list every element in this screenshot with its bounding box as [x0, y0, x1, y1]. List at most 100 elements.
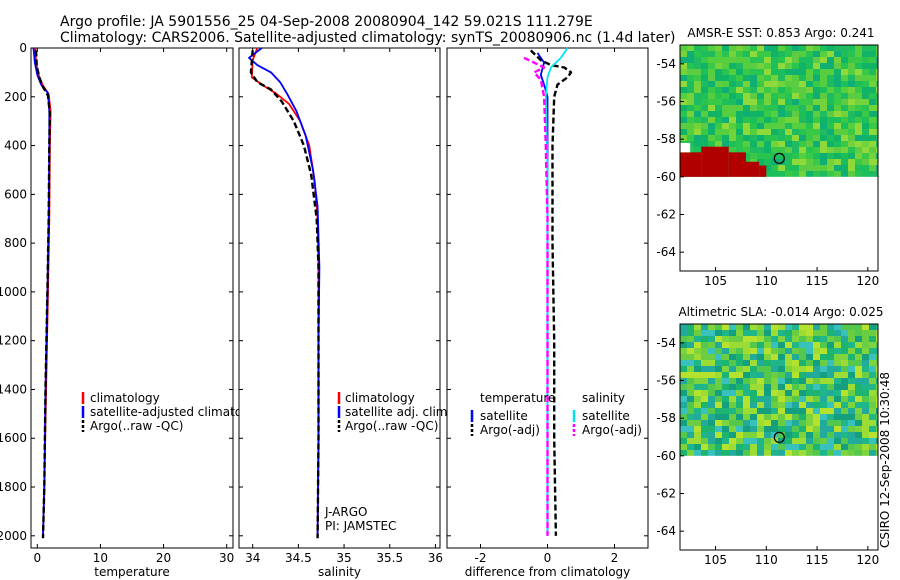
sst-map-cell — [722, 75, 729, 81]
land-flag-block — [759, 165, 767, 177]
sst-map-cell — [771, 159, 778, 165]
sla-map-cell — [687, 336, 694, 342]
sst-map-cell — [771, 93, 778, 99]
sst-map-cell — [841, 159, 848, 165]
sst-map-cell — [799, 165, 806, 171]
sst-map-cell — [750, 105, 757, 111]
sst-map-cell — [736, 111, 743, 117]
sst-lon-tick-label: 120 — [856, 274, 879, 288]
sst-map-cell — [841, 63, 848, 69]
sla-map-cell — [736, 336, 743, 342]
sla-map-cell — [715, 444, 722, 450]
sst-map-cell — [841, 147, 848, 153]
float-pi-label: PI: JAMSTEC — [325, 519, 396, 533]
sla-map-cell — [792, 378, 799, 384]
sst-land-mask — [680, 142, 767, 177]
sla-map-cell — [848, 432, 855, 438]
sst-map-cell — [729, 93, 736, 99]
sla-map-cell — [855, 450, 862, 456]
sla-map-cell — [827, 438, 834, 444]
sla-map-cell — [764, 450, 771, 456]
sla-map-cell — [708, 390, 715, 396]
sla-map-cell — [757, 414, 764, 420]
sla-map-cell — [813, 378, 820, 384]
sla-map-cell — [834, 408, 841, 414]
sla-lon-tick-label: 120 — [856, 553, 879, 567]
sla-map-cell — [680, 420, 687, 426]
sla-map-cell — [708, 420, 715, 426]
sla-map-cell — [680, 360, 687, 366]
sst-map-cell — [799, 81, 806, 87]
sst-map-cell — [729, 99, 736, 105]
sla-map-cell — [715, 414, 722, 420]
sla-map-cell — [680, 324, 687, 330]
sst-map-cell — [862, 165, 869, 171]
sst-map-cell — [736, 123, 743, 129]
sla-map-cell — [757, 432, 764, 438]
sst-map-cell — [785, 165, 792, 171]
sst-map-cell — [827, 99, 834, 105]
sst-map-cell — [778, 63, 785, 69]
sst-map-cell — [778, 69, 785, 75]
sst-map-cell — [806, 51, 813, 57]
sla-map-cell — [834, 336, 841, 342]
sst-map-cell — [736, 135, 743, 141]
sst-map-cell — [736, 69, 743, 75]
sla-map-cell — [785, 348, 792, 354]
sst-map-cell — [771, 69, 778, 75]
sst-map-cell — [687, 45, 694, 51]
sla-map-cell — [764, 390, 771, 396]
sst-map-panel: AMSR-E SST: 0.853 Argo: 0.241 105 110 115 12… — [656, 26, 879, 288]
sla-map-cell — [694, 378, 701, 384]
sla-map-cell — [813, 384, 820, 390]
sla-map-cell — [869, 354, 876, 360]
sla-map-cell — [848, 414, 855, 420]
sst-map-cell — [848, 117, 855, 123]
salinity-x-tick-label: 34 — [245, 551, 260, 565]
sla-map-cell — [743, 372, 750, 378]
sst-map-cell — [813, 171, 820, 177]
sla-map-cell — [715, 348, 722, 354]
sst-map-cell — [806, 75, 813, 81]
sla-map-cell — [722, 402, 729, 408]
sla-map-cell — [736, 360, 743, 366]
sst-map-cell — [792, 129, 799, 135]
sla-map-cell — [792, 396, 799, 402]
sst-map-cell — [862, 45, 869, 51]
sla-map-cell — [848, 348, 855, 354]
land-flag-block — [701, 146, 729, 177]
sla-map-cell — [806, 378, 813, 384]
sst-map-cell — [834, 63, 841, 69]
sst-map-cell — [806, 99, 813, 105]
sst-map-cell — [862, 141, 869, 147]
sst-map-cell — [869, 135, 876, 141]
sst-map-cell — [757, 99, 764, 105]
sla-map-cell — [680, 426, 687, 432]
sst-map-cell — [820, 75, 827, 81]
sla-map-cell — [757, 348, 764, 354]
sst-map-cell — [862, 99, 869, 105]
sst-map-cell — [827, 147, 834, 153]
sst-map-cell — [869, 105, 876, 111]
sla-map-cell — [820, 390, 827, 396]
sla-map-cell — [764, 444, 771, 450]
sla-map-cell — [687, 450, 694, 456]
sst-map-cell — [708, 63, 715, 69]
sla-map-cell — [694, 384, 701, 390]
sla-map-cell — [701, 444, 708, 450]
difference-x-tick-label: 0 — [544, 551, 552, 565]
sst-map-cell — [827, 117, 834, 123]
sst-map-cell — [841, 87, 848, 93]
sst-map-cell — [848, 135, 855, 141]
sla-map-cell — [778, 378, 785, 384]
sla-map-cell — [792, 414, 799, 420]
sla-map-cell — [869, 414, 876, 420]
sla-map-cell — [806, 372, 813, 378]
sla-map-cell — [708, 450, 715, 456]
sst-map-cell — [743, 147, 750, 153]
salinity-x-tick-label: 34.5 — [285, 551, 312, 565]
sla-map-cell — [869, 372, 876, 378]
sst-map-cell — [778, 123, 785, 129]
sla-map-cell — [729, 360, 736, 366]
sla-map-cell — [827, 324, 834, 330]
